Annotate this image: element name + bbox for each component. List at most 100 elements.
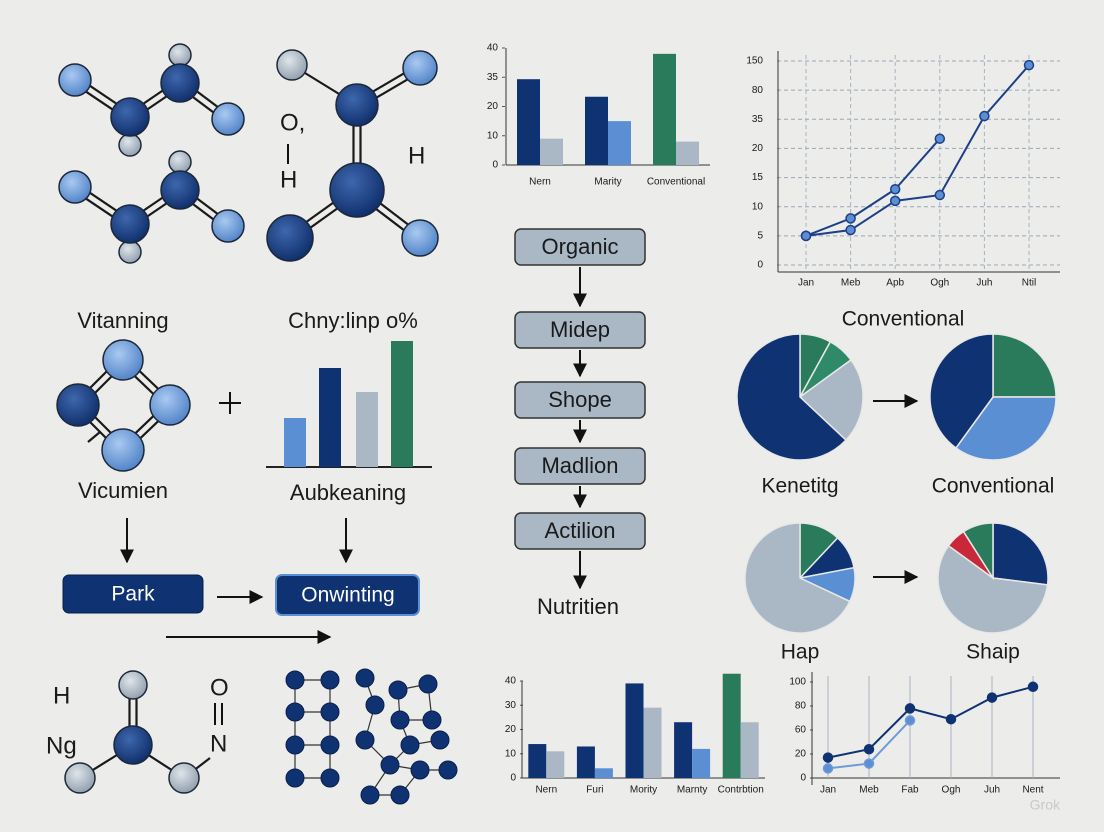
- pie-slice: [736, 333, 847, 461]
- pie-label: Hap: [781, 641, 820, 664]
- atom-label: H: [53, 682, 70, 709]
- x-tick-label: Contrbtion: [718, 785, 764, 796]
- network-node: [390, 785, 410, 805]
- y-tick-label: 0: [510, 773, 516, 784]
- bar: [676, 141, 699, 165]
- y-tick-label: 40: [505, 676, 517, 687]
- y-tick-label: 15: [752, 172, 764, 183]
- atom: [149, 384, 191, 426]
- network-node: [390, 710, 410, 730]
- bar: [576, 746, 595, 778]
- line: [805, 138, 941, 237]
- button-label: Onwinting: [301, 584, 394, 607]
- point: [822, 763, 834, 774]
- bar: [674, 722, 693, 778]
- pie-slice: [798, 358, 864, 442]
- x-tick-label: Conventional: [647, 177, 705, 188]
- network-node: [438, 760, 458, 780]
- atom: [110, 97, 150, 137]
- flow-label: Organic: [541, 234, 618, 259]
- network-node: [285, 670, 305, 690]
- x-tick-label: Meb: [859, 785, 879, 796]
- atom: [168, 150, 192, 174]
- x-tick-label: Jan: [820, 785, 836, 796]
- button[interactable]: [62, 574, 204, 614]
- flow-node: [514, 512, 646, 550]
- y-tick-label: 10: [752, 201, 764, 212]
- atom: [335, 83, 379, 127]
- atom: [64, 762, 96, 794]
- point: [934, 133, 946, 144]
- x-tick-label: Fab: [901, 785, 919, 796]
- atom: [160, 170, 200, 210]
- flow-node: [514, 311, 646, 349]
- bar: [625, 683, 644, 778]
- illustration: [56, 43, 458, 805]
- pie-slice: [992, 522, 1049, 586]
- point: [934, 189, 946, 201]
- y-tick-label: 0: [757, 260, 763, 271]
- mini-bar: [284, 418, 306, 467]
- x-tick-label: Jan: [798, 278, 814, 289]
- atom: [329, 162, 385, 218]
- point: [1023, 59, 1035, 71]
- bar: [594, 768, 613, 778]
- mini-bar: [356, 392, 378, 467]
- network-node: [320, 670, 340, 690]
- atom: [113, 725, 153, 765]
- flow-node: [514, 381, 646, 419]
- network-node: [355, 730, 375, 750]
- point: [845, 213, 856, 224]
- y-tick-label: 10: [487, 130, 499, 141]
- y-tick-label: 150: [746, 56, 763, 67]
- bar: [653, 53, 676, 165]
- atom: [58, 170, 92, 204]
- pie-label: Conventional: [932, 475, 1055, 498]
- line: [827, 685, 1034, 759]
- bar: [540, 138, 563, 165]
- bar: [585, 96, 608, 165]
- atom: [160, 63, 200, 103]
- network-node: [365, 695, 385, 715]
- x-tick-label: Nern: [535, 785, 557, 796]
- point: [800, 230, 812, 242]
- flow-label: Madlion: [541, 453, 618, 478]
- x-tick-label: Apb: [886, 278, 904, 289]
- flow-node: [514, 447, 646, 485]
- bar: [528, 744, 547, 778]
- label: Chny:linp o%: [288, 308, 418, 333]
- label: Vicumien: [78, 478, 168, 503]
- x-tick-label: Marity: [594, 177, 621, 188]
- y-tick-label: 20: [505, 724, 517, 735]
- point: [904, 715, 916, 726]
- x-tick-label: Mority: [630, 785, 657, 796]
- point: [979, 110, 990, 122]
- y-tick-label: 100: [789, 677, 806, 688]
- y-tick-label: 80: [752, 85, 764, 96]
- point: [904, 703, 916, 714]
- atom-label: Ng: [46, 732, 77, 759]
- network-node: [355, 668, 375, 688]
- pie-label: Kenetitg: [761, 475, 838, 498]
- y-tick-label: 20: [795, 749, 807, 760]
- network-node: [285, 702, 305, 722]
- network-node: [410, 760, 430, 780]
- point: [863, 758, 875, 769]
- y-tick-label: 5: [757, 230, 763, 241]
- bar: [643, 707, 662, 778]
- bond: [87, 431, 101, 443]
- x-tick-label: Furi: [586, 785, 603, 796]
- atom: [168, 762, 200, 794]
- network-node: [320, 735, 340, 755]
- atom: [211, 102, 245, 136]
- y-tick-label: 20: [752, 143, 764, 154]
- atom-label: H: [280, 166, 297, 193]
- line: [805, 64, 1030, 237]
- button[interactable]: [275, 574, 420, 616]
- point: [863, 743, 875, 755]
- pie-slice: [744, 522, 851, 634]
- atom: [110, 204, 150, 244]
- atom: [102, 339, 144, 381]
- network-node: [285, 768, 305, 788]
